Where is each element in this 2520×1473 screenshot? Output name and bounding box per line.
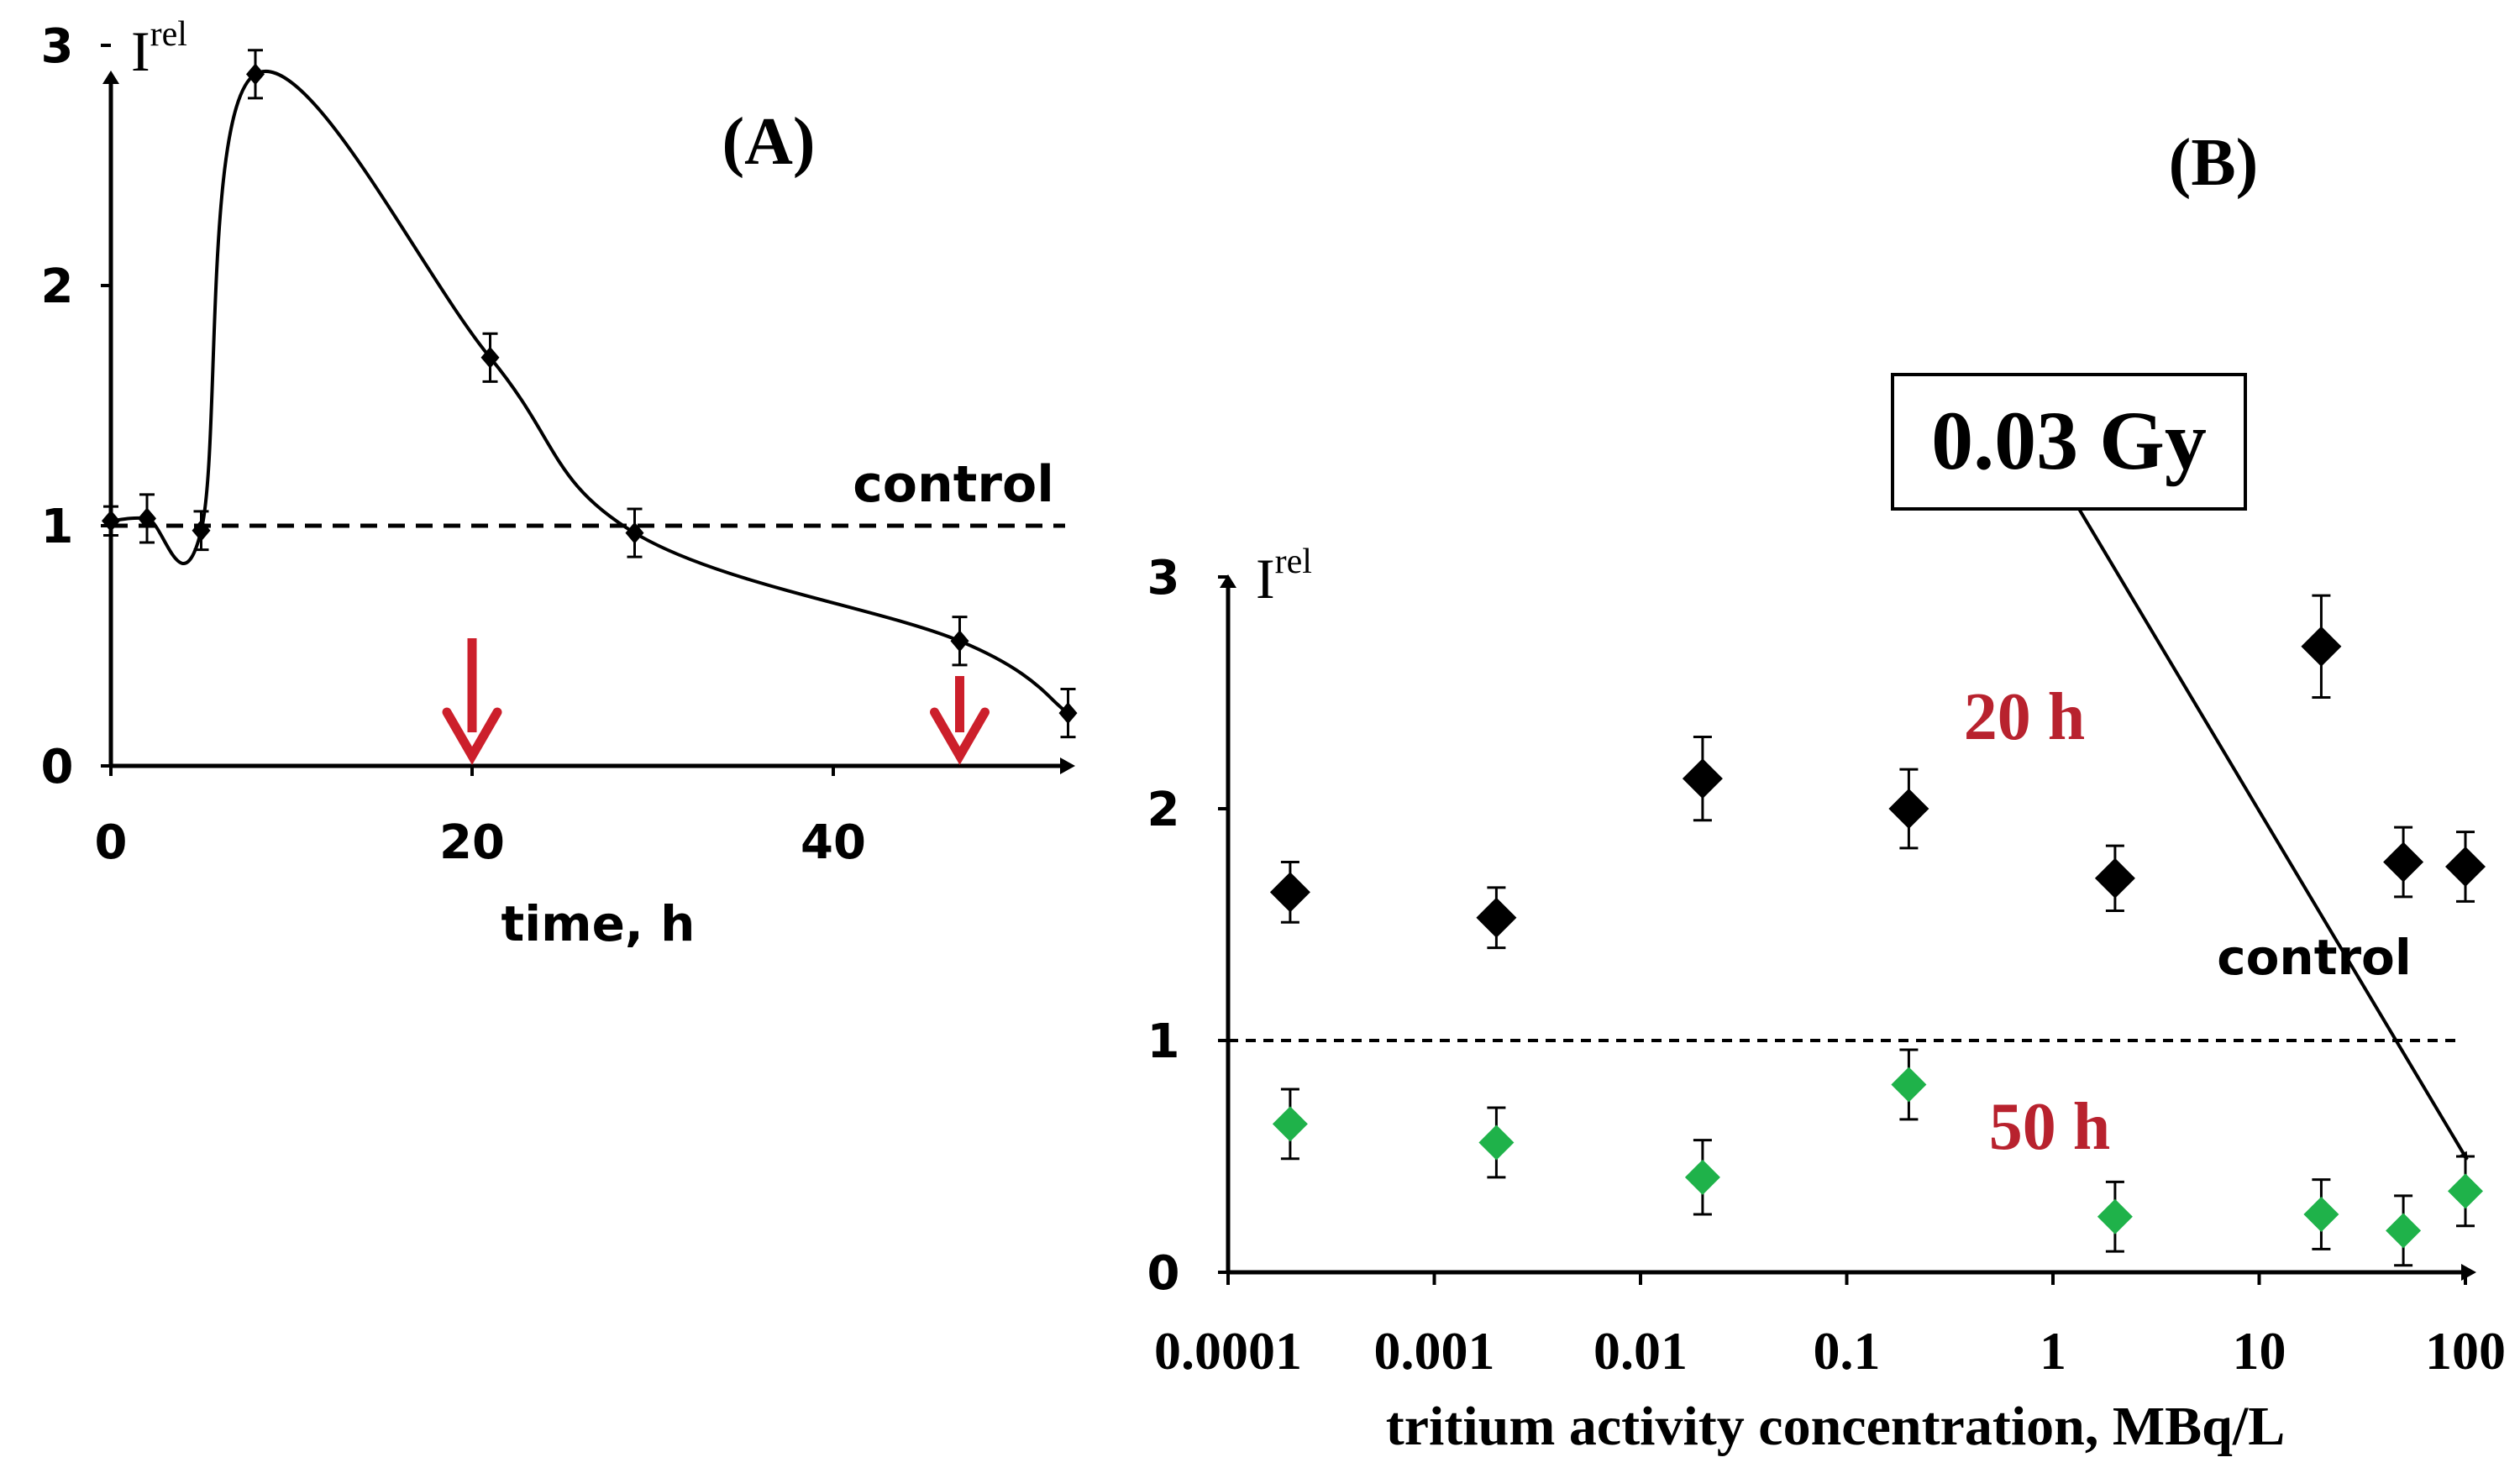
panel-b-data-point <box>1684 1139 1720 1216</box>
panel-a-marker <box>138 507 156 530</box>
panel-b-data-point <box>1478 1106 1515 1179</box>
panel-a-data-point <box>480 332 500 383</box>
panel-a-y-axis-arrow-icon <box>102 71 119 84</box>
panel-a-marker <box>1058 702 1078 725</box>
panel-b-data-point <box>1682 735 1723 822</box>
panel-b-data-point <box>1891 1048 1927 1121</box>
panel-b-marker <box>1891 1067 1927 1103</box>
panel-b-label: (B) <box>2169 126 2259 200</box>
panel-b-marker <box>1684 1159 1720 1195</box>
panel-a-data-point <box>138 493 156 544</box>
panel-b-chart: 0 1 2 3 0.0001 0.001 0.01 0.1 1 10 100 Irel (B) 2… <box>1147 126 2506 1457</box>
panel-b-data-point <box>1272 1088 1308 1161</box>
panel-b-data-point <box>2383 826 2424 899</box>
panel-b-marker <box>2303 1197 2339 1232</box>
panel-a-ytick-label: 1 <box>41 500 74 554</box>
panel-a-marker <box>102 510 120 532</box>
panel-a-data-point <box>950 616 969 667</box>
panel-b-data-point <box>2097 1180 2133 1253</box>
panel-b-marker <box>1478 1124 1515 1161</box>
panel-b-marker <box>2097 1198 2133 1234</box>
panel-b-marker <box>2445 847 2486 887</box>
panel-b-x-axis-arrow-icon <box>2461 1264 2476 1281</box>
panel-b-xtick-label: 10 <box>2233 1321 2286 1381</box>
panel-b-annotation-text: 0.03 Gy <box>1931 394 2207 487</box>
panel-a-xtick-label: 40 <box>801 815 866 870</box>
panel-a-xlabel: time, h <box>501 895 696 952</box>
panel-b-data-point <box>2094 844 2135 912</box>
panel-a-red-arrow-icon <box>930 676 990 766</box>
panel-b-control-label: control <box>2217 929 2412 986</box>
panel-a-ylabel: Irel <box>131 15 187 83</box>
panel-b-data-point <box>1269 860 1310 924</box>
panel-b-data-point <box>2445 831 2486 903</box>
panel-b-ytick-label: 1 <box>1147 1014 1180 1069</box>
panel-b-data-point <box>2301 594 2342 700</box>
panel-b-xtick-label: 0.1 <box>1814 1321 1881 1381</box>
panel-a-red-arrow-icon <box>442 638 502 766</box>
panel-b-marker <box>1269 872 1310 913</box>
panel-b-ytick-label: 2 <box>1147 783 1180 837</box>
panel-b-marker <box>1272 1106 1308 1142</box>
panel-a-marker <box>246 63 265 86</box>
panel-b-annotation-box <box>1891 373 2247 511</box>
panel-a-data-point <box>246 49 265 100</box>
panel-b-data-point <box>2448 1155 2483 1228</box>
panel-a-marker <box>480 346 500 369</box>
panel-a-control-label: control <box>853 455 1054 514</box>
panel-b-data-point <box>2386 1194 2422 1267</box>
panel-a-xtick-label: 20 <box>439 815 505 870</box>
panel-a-ytick-label: 0 <box>41 740 74 794</box>
panel-a-series-curve <box>110 70 1069 715</box>
panel-b-ylabel: Irel <box>1256 543 1312 611</box>
panel-a-x-axis-arrow-icon <box>1060 757 1075 774</box>
panel-b-data-point <box>1476 886 1517 950</box>
panel-a-ytick-label: 2 <box>41 259 74 314</box>
panel-b-data-point <box>2303 1178 2339 1250</box>
panel-a-data-point <box>192 510 211 552</box>
panel-b-xtick-label: 100 <box>2425 1321 2506 1381</box>
panel-b-data-point <box>1888 768 1929 850</box>
panel-b-annotation-arrow <box>2077 507 2469 1161</box>
panel-b-ytick-label: 3 <box>1147 551 1180 605</box>
panel-a-label: (A) <box>722 105 815 179</box>
panel-b-marker <box>1888 789 1929 829</box>
panel-a-data-point <box>625 507 644 558</box>
panel-b-marker <box>2301 626 2342 667</box>
panel-b-marker <box>1682 758 1723 799</box>
panel-b-xtick-label: 0.01 <box>1593 1321 1688 1381</box>
panel-a-data-point <box>1058 687 1078 739</box>
panel-b-ytick-label: 0 <box>1147 1246 1180 1301</box>
panel-b-y-axis-arrow-icon <box>1220 574 1236 588</box>
panel-a-marker <box>950 630 969 653</box>
panel-a-xtick-label: 0 <box>95 815 128 870</box>
panel-b-xtick-label: 1 <box>2040 1321 2066 1381</box>
panel-a-marker <box>192 519 211 542</box>
panel-b-marker <box>2383 841 2424 883</box>
panel-a-chart: 0 1 2 3 0 20 40 Irel (A) control time, h <box>41 15 1078 952</box>
panel-b-xlabel: tritium activity concentration, MBq/L <box>1386 1396 2286 1457</box>
panel-b-marker <box>2386 1213 2422 1249</box>
panel-b-series-label-20h: 20 h <box>1964 680 2086 754</box>
panel-b-marker <box>2094 857 2135 899</box>
panel-a-data-point <box>102 505 120 537</box>
panel-b-xtick-label: 0.0001 <box>1154 1321 1302 1381</box>
panel-a-ytick-label: 3 <box>41 19 74 74</box>
panel-b-xtick-label: 0.001 <box>1374 1321 1495 1381</box>
panel-a-ylabel-sup: rel <box>150 15 187 54</box>
panel-b-marker <box>1476 897 1517 938</box>
panel-b-series-label-50h: 50 h <box>1989 1090 2111 1164</box>
panel-a-marker <box>625 522 644 544</box>
panel-b-marker <box>2448 1173 2483 1209</box>
panel-b-ylabel-sup: rel <box>1275 543 1312 581</box>
